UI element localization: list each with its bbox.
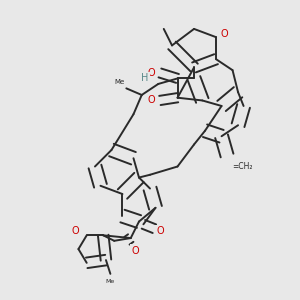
Text: =CH₂: =CH₂ [232,162,253,171]
Text: Me: Me [115,79,125,85]
Text: O: O [156,226,164,236]
Text: O: O [148,68,155,78]
Text: Me: Me [106,279,115,284]
Text: O: O [220,29,228,39]
Text: O: O [72,226,80,236]
Text: O: O [131,246,139,256]
Text: O: O [148,95,155,106]
Text: H: H [141,74,148,83]
